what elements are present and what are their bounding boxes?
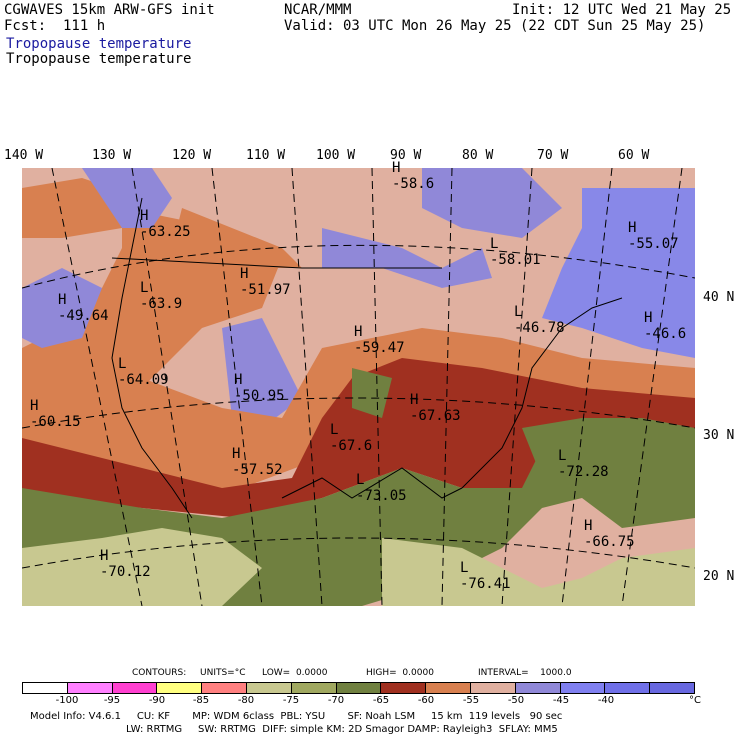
h-l-label: H -58.6 (392, 160, 435, 192)
color-swatch (246, 683, 292, 693)
color-swatch (605, 683, 651, 693)
h-l-label: H -59.47 (354, 324, 405, 356)
h-l-label: H -49.64 (58, 292, 109, 324)
h-l-label: H -50.95 (234, 372, 285, 404)
h-l-label: L -63.9 (140, 280, 183, 312)
lon-label: 100 W (316, 148, 356, 163)
scale-unit: °C (689, 695, 701, 706)
color-swatch (23, 683, 68, 693)
low-label: LOW= 0.0000 (262, 668, 328, 678)
h-l-label: H -57.52 (232, 446, 283, 478)
contours-label: CONTOURS: (132, 668, 187, 678)
scale-tick: -75 (282, 695, 300, 706)
h-l-label: H -55.07 (628, 220, 679, 252)
h-l-label: L -67.6 (330, 422, 373, 454)
color-swatch (381, 683, 427, 693)
color-swatch (112, 683, 158, 693)
h-l-label: H -67.63 (410, 392, 461, 424)
scale-tick: -70 (327, 695, 345, 706)
lat-label: 30 N (703, 428, 735, 443)
model-info-line2: LW: RRTMG SW: RRTMG DIFF: simple KM: 2D … (126, 724, 558, 735)
lon-label: 140 W (4, 148, 44, 163)
color-swatch (291, 683, 337, 693)
color-swatch (426, 683, 471, 693)
scale-tick: -85 (192, 695, 210, 706)
h-l-label: H -51.97 (240, 266, 291, 298)
scale-tick: -65 (372, 695, 390, 706)
lon-label: 70 W (537, 148, 569, 163)
scale-tick: -80 (237, 695, 255, 706)
color-swatch (336, 683, 382, 693)
color-swatch (560, 683, 606, 693)
lon-label: 80 W (462, 148, 494, 163)
h-l-label: H -70.12 (100, 548, 151, 580)
scale-tick: -90 (148, 695, 166, 706)
lat-label: 20 N (703, 569, 735, 584)
color-swatch (157, 683, 203, 693)
scale-tick: -55 (462, 695, 480, 706)
lon-label: 120 W (172, 148, 212, 163)
tropopause-temperature-map (22, 168, 695, 606)
forecast-hour: Fcst: 111 h (4, 18, 106, 34)
h-l-label: H -63.25 (140, 208, 191, 240)
color-swatch (67, 683, 113, 693)
scale-tick: -60 (417, 695, 435, 706)
h-l-label: L -46.78 (514, 304, 565, 336)
init-time: Init: 12 UTC Wed 21 May 25 (512, 2, 732, 18)
scale-tick: -100 (55, 695, 79, 706)
lat-label: 40 N (703, 290, 735, 305)
high-label: HIGH= 0.0000 (366, 668, 434, 678)
h-l-label: L -58.01 (490, 236, 541, 268)
h-l-label: H -46.6 (644, 310, 687, 342)
h-l-label: L -73.05 (356, 472, 407, 504)
scale-tick: -45 (552, 695, 570, 706)
lon-label: 110 W (246, 148, 286, 163)
model-info-line1: Model Info: V4.6.1 CU: KF MP: WDM 6class… (30, 711, 563, 722)
organization: NCAR/MMM (284, 2, 352, 18)
scale-tick: -95 (103, 695, 121, 706)
valid-time: Valid: 03 UTC Mon 26 May 25 (22 CDT Sun … (284, 18, 706, 34)
h-l-label: H -66.75 (584, 518, 635, 550)
field-title: Tropopause temperature (6, 36, 192, 52)
color-scale-bar (22, 682, 695, 694)
lon-label: 60 W (618, 148, 650, 163)
scale-tick: -40 (597, 695, 615, 706)
lon-label: 130 W (92, 148, 132, 163)
units-label: UNITS=°C (200, 668, 246, 678)
lon-label: 90 W (390, 148, 422, 163)
h-l-label: L -72.28 (558, 448, 609, 480)
h-l-label: H -60.15 (30, 398, 81, 430)
h-l-label: L -76.41 (460, 560, 511, 592)
h-l-label: L -64.09 (118, 356, 169, 388)
color-swatch (470, 683, 516, 693)
color-swatch (650, 683, 694, 693)
color-swatch (202, 683, 247, 693)
model-title: CGWAVES 15km ARW-GFS init (4, 2, 215, 18)
field-subtitle: Tropopause temperature (6, 51, 192, 67)
interval-label: INTERVAL= 1000.0 (478, 668, 572, 678)
color-swatch (515, 683, 561, 693)
scale-tick: -50 (507, 695, 525, 706)
